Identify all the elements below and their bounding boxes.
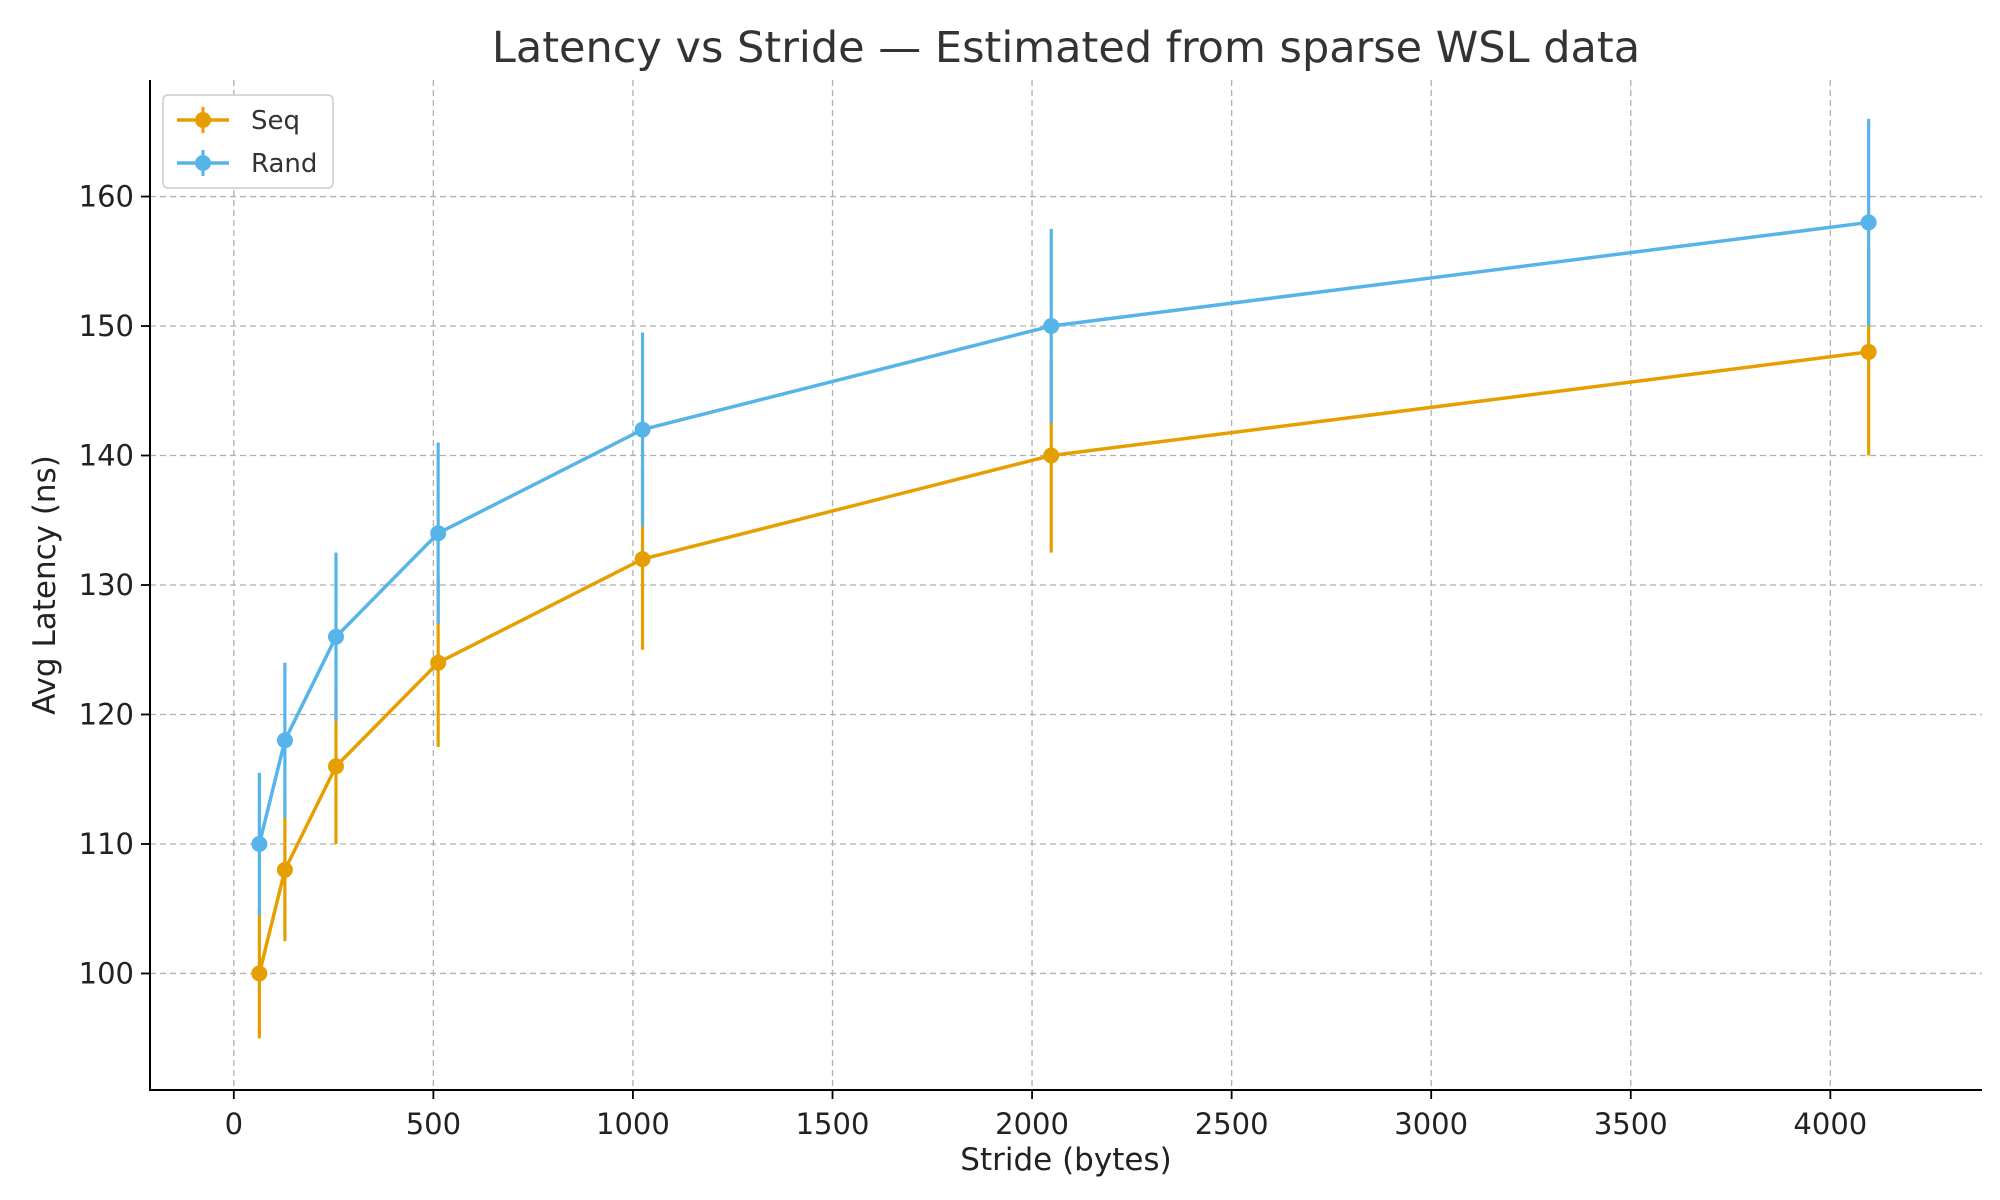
x-tick-label: 1500: [796, 1107, 870, 1141]
legend-item: Rand: [177, 149, 317, 179]
y-tick-label: 150: [79, 309, 134, 343]
data-point: [430, 654, 447, 671]
y-tick-label: 120: [79, 697, 134, 731]
y-tick-label: 160: [79, 180, 134, 214]
data-point: [1043, 318, 1060, 335]
legend-marker: [195, 155, 211, 171]
x-tick-label: 2000: [995, 1107, 1069, 1141]
data-point: [276, 732, 293, 749]
legend-label: Rand: [251, 149, 317, 179]
data-point: [327, 628, 344, 645]
x-axis-title: Stride (bytes): [960, 1142, 1171, 1178]
x-tick-label: 3500: [1594, 1107, 1668, 1141]
x-tick-label: 1000: [596, 1107, 670, 1141]
x-tick-label: 0: [225, 1107, 243, 1141]
y-tick-label: 130: [79, 568, 134, 602]
y-tick-label: 110: [79, 827, 134, 861]
legend-label: Seq: [251, 106, 300, 136]
series-rand: [251, 118, 1877, 916]
chart-title: Latency vs Stride — Estimated from spars…: [492, 23, 1640, 73]
data-point: [251, 965, 268, 982]
x-tick-label: 500: [406, 1107, 461, 1141]
x-tick-label: 3000: [1394, 1107, 1468, 1141]
data-point: [276, 861, 293, 878]
series-line: [257, 350, 1869, 974]
data-point: [1860, 343, 1877, 360]
axes: 0 500 1000 1500 2000 2500 3000 3500 4000 100 110 12…: [79, 80, 1982, 1141]
legend: Seq Rand: [162, 94, 334, 189]
data-point: [430, 525, 447, 542]
data-point: [327, 758, 344, 775]
axis-spines: [149, 80, 1982, 1091]
y-axis-title: Avg Latency (ns): [27, 455, 63, 715]
x-tick-label: 4000: [1793, 1107, 1867, 1141]
data-point: [634, 421, 651, 438]
data-point: [634, 551, 651, 568]
series-line: [257, 220, 1869, 845]
legend-marker: [195, 112, 211, 128]
grid: [150, 80, 1982, 1090]
series-layer: [251, 118, 1877, 1039]
y-tick-label: 140: [79, 439, 134, 473]
y-tick-label: 100: [79, 956, 134, 990]
legend-item: Seq: [177, 106, 300, 136]
data-point: [251, 835, 268, 852]
data-point: [1043, 447, 1060, 464]
series-seq: [251, 248, 1877, 1039]
data-point: [1860, 214, 1877, 231]
x-tick-label: 2500: [1195, 1107, 1269, 1141]
